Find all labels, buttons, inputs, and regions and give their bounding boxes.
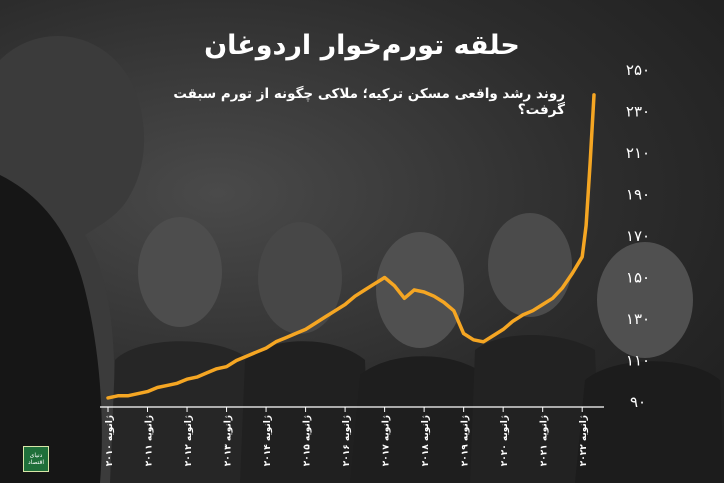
x-tick-label: ژانویه ۲۰۲۰	[500, 415, 510, 466]
x-tick-label: ژانویه ۲۰۱۲	[184, 415, 194, 466]
x-tick-label: ژانویه ۲۰۱۷	[382, 415, 392, 466]
portrait-2	[258, 222, 342, 334]
portrait-5	[597, 242, 693, 358]
chart-subtitle: روند رشد واقعی مسکن ترکیه؛ ملاکی چگونه ا…	[173, 86, 565, 118]
y-tick-label: ۱۹۰	[626, 186, 650, 204]
portrait-5-body	[575, 361, 724, 483]
x-tick-label: ژانویه ۲۰۱۶	[342, 415, 352, 466]
portrait-1-body	[110, 341, 255, 483]
series-line	[106, 93, 596, 400]
y-tick-label: ۱۱۰	[626, 352, 650, 370]
series-group	[106, 93, 596, 400]
x-tick-label: ژانویه ۲۰۱۹	[461, 415, 471, 466]
y-tick-label: ۲۵۰	[626, 61, 650, 79]
y-tick-label: ۲۳۰	[626, 103, 650, 121]
x-tick-label: ژانویه ۲۰۱۸	[421, 415, 431, 466]
publisher-logo: دنیای اقتصاد	[23, 446, 49, 472]
x-tick-label: ژانویه ۲۰۱۳	[224, 415, 234, 466]
y-tick-label: ۱۷۰	[626, 227, 650, 245]
x-tick-label: ژانویه ۲۰۱۵	[303, 415, 313, 466]
x-tick-label: ژانویه ۲۰۲۲	[579, 415, 589, 466]
portrait-1	[138, 217, 222, 327]
portrait-3-body	[350, 356, 495, 483]
portrait-4	[488, 213, 572, 317]
y-axis: ۹۰ ۱۱۰ ۱۳۰ ۱۵۰ ۱۷۰ ۱۹۰ ۲۱۰ ۲۳۰ ۲۵۰	[626, 61, 650, 411]
y-tick-label: ۲۱۰	[626, 144, 650, 162]
x-axis: ژانویه ۲۰۱۰ ژانویه ۲۰۱۱ ژانویه ۲۰۱۲ ژانویه …	[100, 406, 604, 466]
y-tick-label: ۱۳۰	[626, 310, 650, 328]
portrait-2-body	[240, 341, 370, 483]
x-tick-label: ژانویه ۲۰۱۴	[263, 415, 273, 466]
x-tick-label: ژانویه ۲۰۲۱	[540, 415, 550, 466]
x-tick-label: ژانویه ۲۰۱۰	[105, 415, 115, 466]
x-tick-label: ژانویه ۲۰۱۱	[145, 415, 155, 466]
portrait-main-shadow	[0, 175, 102, 483]
y-tick-label: ۱۵۰	[626, 269, 650, 287]
portrait-4-body	[470, 335, 600, 483]
y-tick-label: ۹۰	[630, 393, 646, 411]
chart-title: حلقه تورم‌خوار اردوغان	[204, 30, 520, 61]
